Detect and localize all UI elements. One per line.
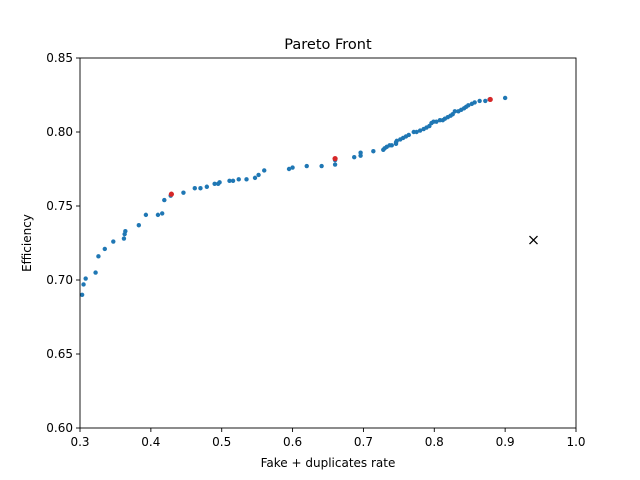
front-point — [244, 177, 249, 182]
front-point — [452, 109, 458, 114]
front-point — [252, 175, 258, 181]
front-point — [102, 246, 108, 252]
front-point — [155, 212, 161, 218]
y-tick-label: 0.65 — [46, 347, 73, 361]
x-axis-label: Fake + duplicates rate — [261, 456, 396, 470]
front-point — [96, 254, 101, 259]
front-point — [192, 186, 197, 191]
scatter-points — [79, 95, 538, 297]
y-tick-label: 0.60 — [46, 421, 73, 435]
front-point — [83, 276, 88, 281]
front-point — [358, 150, 363, 155]
x-axis-ticks: 0.3 0.4 0.5 0.6 0.7 0.8 0.9 1.0 — [70, 428, 586, 449]
front-point — [159, 211, 165, 216]
front-point — [227, 178, 232, 184]
front-point — [198, 186, 203, 191]
front-point — [434, 119, 439, 124]
front-point — [417, 128, 423, 133]
front-point — [477, 98, 482, 104]
x-tick-label: 0.5 — [212, 435, 231, 449]
front-point — [286, 166, 292, 172]
front-point — [406, 132, 411, 138]
y-axis-label: Efficiency — [20, 214, 34, 272]
front-point — [230, 178, 236, 184]
y-axis-ticks: 0.60 0.65 0.70 0.75 0.80 0.85 — [46, 51, 80, 435]
x-tick-label: 0.8 — [425, 435, 444, 449]
front-point — [143, 212, 149, 218]
front-point — [389, 143, 394, 148]
y-tick-label: 0.85 — [46, 51, 73, 65]
front-point — [236, 177, 241, 182]
x-tick-label: 0.4 — [141, 435, 160, 449]
y-tick-label: 0.70 — [46, 273, 73, 287]
front-point — [304, 163, 309, 169]
front-point — [93, 270, 98, 275]
front-point — [483, 98, 488, 104]
highlighted-point — [487, 96, 493, 103]
x-tick-label: 0.6 — [283, 435, 302, 449]
front-point — [262, 168, 267, 173]
reference-x-marker — [529, 235, 538, 245]
front-point — [121, 236, 127, 241]
front-point — [502, 95, 508, 101]
front-point — [352, 154, 357, 160]
highlighted-point — [168, 191, 175, 197]
front-point — [319, 163, 324, 169]
front-point — [181, 190, 186, 195]
front-point — [217, 180, 222, 185]
x-tick-label: 0.3 — [70, 435, 89, 449]
front-point — [332, 162, 338, 167]
front-point — [79, 292, 85, 297]
y-tick-label: 0.75 — [46, 199, 73, 213]
front-point — [111, 239, 116, 244]
front-point — [81, 282, 86, 287]
front-point — [212, 181, 217, 186]
front-point — [256, 172, 261, 178]
front-point — [204, 184, 210, 189]
x-tick-label: 1.0 — [566, 435, 585, 449]
y-tick-label: 0.80 — [46, 125, 73, 139]
front-point — [123, 228, 128, 234]
front-point — [290, 165, 295, 170]
front-point — [472, 100, 477, 105]
front-point — [394, 138, 399, 144]
front-point — [466, 103, 471, 108]
front-point — [136, 223, 142, 228]
front-point — [414, 129, 419, 135]
x-tick-label: 0.7 — [354, 435, 373, 449]
x-tick-label: 0.9 — [496, 435, 515, 449]
highlighted-point — [332, 156, 338, 162]
plot-frame — [79, 57, 577, 429]
chart-title: Pareto Front — [284, 37, 372, 53]
front-point — [162, 197, 167, 203]
front-point — [371, 149, 376, 154]
